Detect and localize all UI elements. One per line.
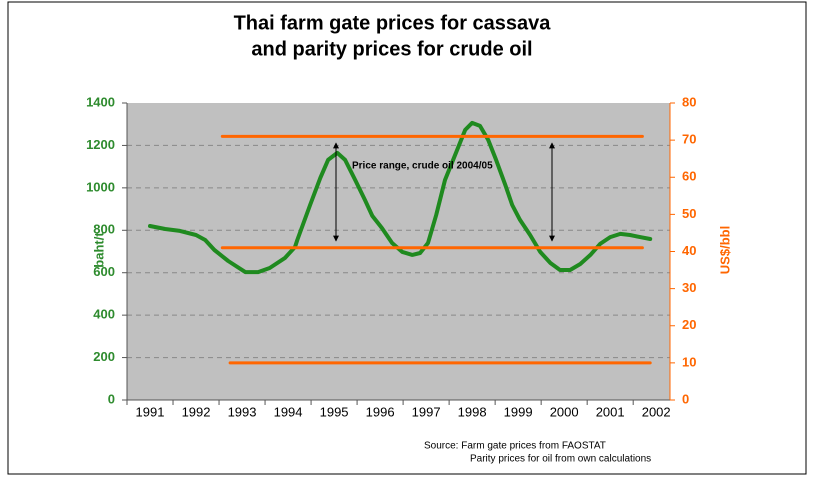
x-tick-label: 2002 <box>642 404 671 419</box>
y-tick-label: 1000 <box>86 179 115 194</box>
x-tick-label: 1992 <box>182 404 211 419</box>
y2-tick-label: 70 <box>682 132 696 147</box>
y2-tick-label: 0 <box>682 391 689 406</box>
y2-tick-label: 50 <box>682 206 696 221</box>
series-line <box>148 120 653 275</box>
y-tick-label: 1400 <box>86 94 115 109</box>
x-tick-label: 1993 <box>228 404 257 419</box>
y2-axis-title: US$/bbl <box>717 226 732 274</box>
y-tick-label: 800 <box>93 222 115 237</box>
y-tick-label: 200 <box>93 349 115 364</box>
x-tick-label: 1995 <box>320 404 349 419</box>
frame <box>7 1 807 475</box>
x-tick-label: 1994 <box>274 404 303 419</box>
y2-tick-label: 60 <box>682 169 696 184</box>
y2-tick-label: 10 <box>682 354 696 369</box>
x-tick-label: 1999 <box>504 404 533 419</box>
chart-title: Thai farm gate prices for cassava <box>234 12 552 34</box>
y2-tick-label: 80 <box>682 94 696 109</box>
x-tick-label: 1998 <box>458 404 487 419</box>
y2-tick-label: 30 <box>682 280 696 295</box>
x-tick-label: 2001 <box>596 404 625 419</box>
source: Parity prices for oil from own calculati… <box>470 454 651 465</box>
y-tick-label: 0 <box>108 391 115 406</box>
y-tick-label: 400 <box>93 307 115 322</box>
plot-area <box>127 103 670 400</box>
y-tick-label: 1200 <box>86 137 115 152</box>
y-axis-title: baht/t <box>91 232 106 268</box>
y2-tick-label: 20 <box>682 317 696 332</box>
x-tick-label: 2000 <box>550 404 579 419</box>
source: Source: Farm gate prices from FAOSTAT <box>424 441 606 452</box>
annotation: Price range, crude oil 2004/05 <box>352 161 493 172</box>
y2-tick-label: 40 <box>682 243 696 258</box>
x-tick-label: 1996 <box>366 404 395 419</box>
x-tick-label: 1997 <box>412 404 441 419</box>
y-tick-label: 600 <box>93 264 115 279</box>
x-tick-label: 1991 <box>136 404 165 419</box>
chart-title: and parity prices for crude oil <box>251 38 532 60</box>
